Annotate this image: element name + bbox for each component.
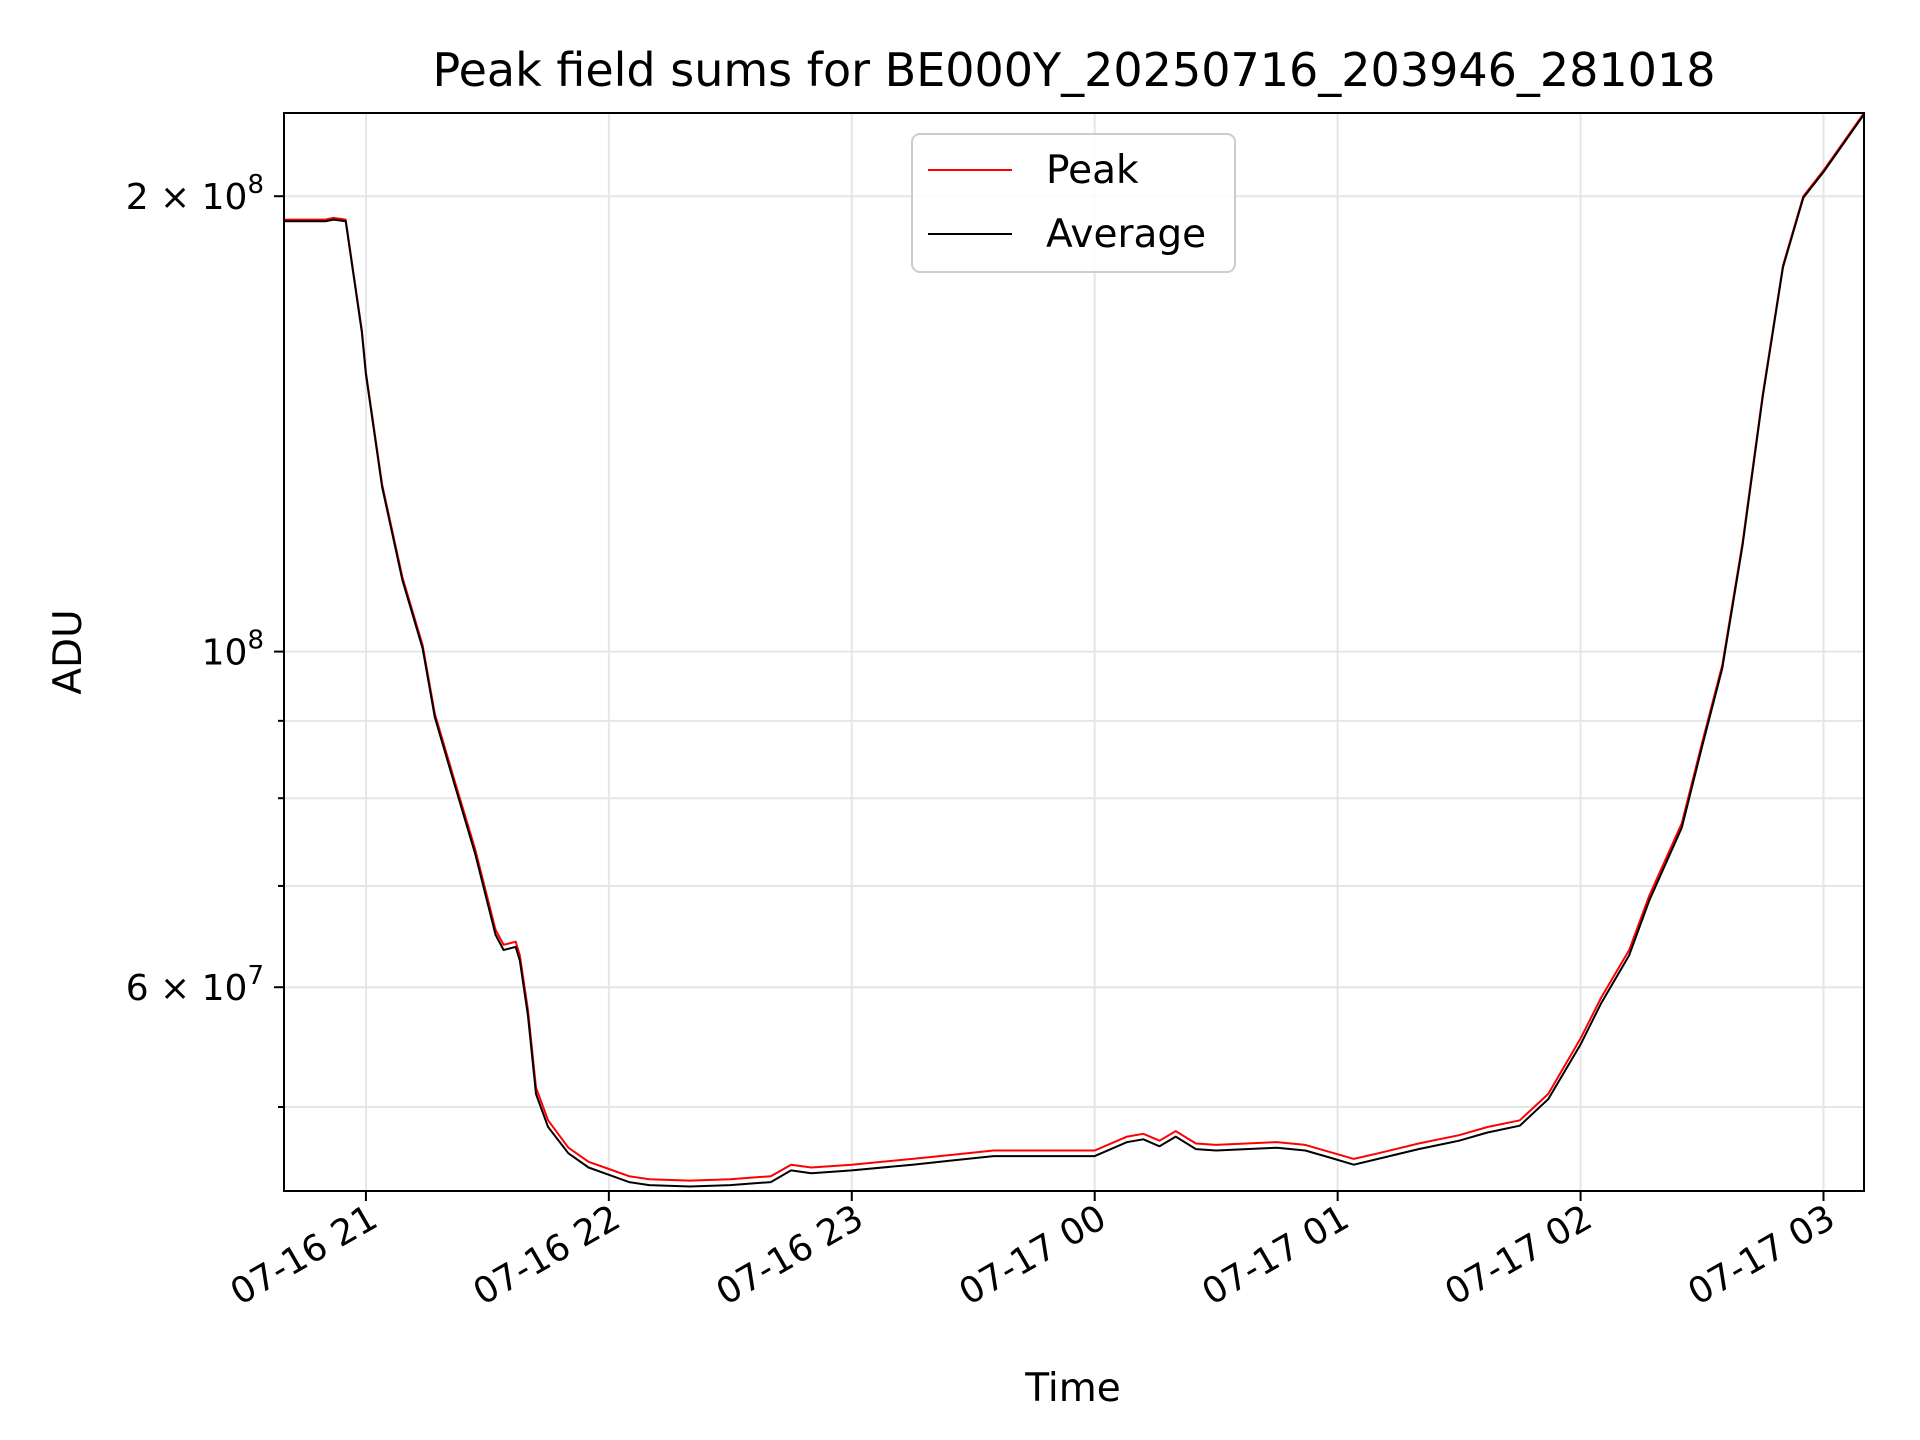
legend-label-average: Average <box>1046 212 1206 257</box>
legend: Peak Average <box>911 133 1236 273</box>
series-lines <box>284 113 1864 1188</box>
series-line-peak <box>284 113 1864 1182</box>
legend-label-peak: Peak <box>1046 148 1139 193</box>
y-tick-label: 6 × 107 <box>126 961 264 1009</box>
y-axis-label: ADU <box>46 609 91 694</box>
x-axis-label: Time <box>1024 1366 1120 1411</box>
y-tick-label: 2 × 108 <box>126 170 264 218</box>
grid-lines <box>284 113 1864 1191</box>
y-tick-label: 108 <box>202 626 264 674</box>
chart-title: Peak field sums for BE000Y_20250716_2039… <box>433 43 1716 97</box>
legend-box <box>911 133 1236 273</box>
series-line-average <box>284 113 1864 1188</box>
y-axis-ticks: 2 × 108 108 6 × 107 <box>126 170 284 1109</box>
